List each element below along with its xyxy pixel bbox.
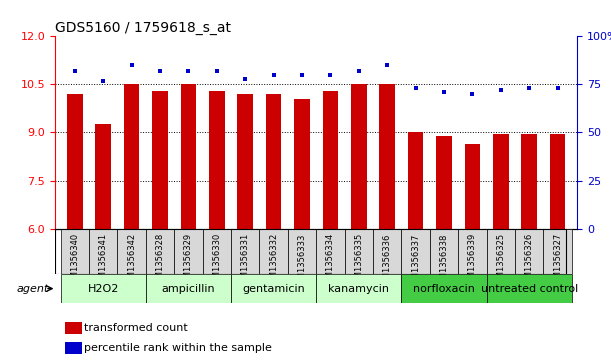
- Point: [354, 68, 364, 74]
- Bar: [146, 274, 231, 303]
- Text: GSM1356337: GSM1356337: [411, 233, 420, 290]
- Text: GSM1356328: GSM1356328: [156, 233, 164, 289]
- Bar: [294, 99, 310, 229]
- Bar: [436, 136, 452, 229]
- Bar: [65, 322, 82, 334]
- Text: GSM1356326: GSM1356326: [525, 233, 533, 289]
- Bar: [373, 229, 401, 274]
- Bar: [231, 274, 316, 303]
- Point: [496, 87, 506, 93]
- Point: [240, 76, 250, 82]
- Text: percentile rank within the sample: percentile rank within the sample: [84, 343, 272, 353]
- Bar: [266, 94, 282, 229]
- Point: [212, 68, 222, 74]
- Bar: [323, 91, 338, 229]
- Text: GSM1356336: GSM1356336: [382, 233, 392, 290]
- Bar: [60, 274, 146, 303]
- Bar: [408, 132, 423, 229]
- Text: GDS5160 / 1759618_s_at: GDS5160 / 1759618_s_at: [55, 21, 231, 35]
- Bar: [209, 91, 225, 229]
- Text: GSM1356327: GSM1356327: [553, 233, 562, 289]
- Point: [155, 68, 165, 74]
- Bar: [152, 91, 168, 229]
- Bar: [345, 229, 373, 274]
- Text: agent: agent: [16, 284, 48, 294]
- Bar: [231, 229, 260, 274]
- Bar: [458, 229, 486, 274]
- Text: GSM1356325: GSM1356325: [496, 233, 505, 289]
- Point: [382, 62, 392, 68]
- Bar: [65, 342, 82, 354]
- Bar: [401, 229, 430, 274]
- Text: untreated control: untreated control: [480, 284, 578, 294]
- Text: GSM1356330: GSM1356330: [212, 233, 221, 289]
- Bar: [60, 229, 89, 274]
- Bar: [260, 229, 288, 274]
- Text: GSM1356329: GSM1356329: [184, 233, 193, 289]
- Text: GSM1356332: GSM1356332: [269, 233, 278, 289]
- Point: [70, 68, 80, 74]
- Point: [126, 62, 136, 68]
- Bar: [401, 274, 486, 303]
- Point: [183, 68, 193, 74]
- Bar: [316, 274, 401, 303]
- Point: [524, 85, 534, 91]
- Point: [467, 91, 477, 97]
- Point: [552, 85, 562, 91]
- Bar: [89, 229, 117, 274]
- Text: GSM1356338: GSM1356338: [439, 233, 448, 290]
- Text: GSM1356341: GSM1356341: [99, 233, 108, 289]
- Text: GSM1356335: GSM1356335: [354, 233, 364, 289]
- Point: [297, 72, 307, 78]
- Point: [269, 72, 279, 78]
- Point: [326, 72, 335, 78]
- Bar: [95, 125, 111, 229]
- Bar: [146, 229, 174, 274]
- Text: GSM1356339: GSM1356339: [468, 233, 477, 289]
- Bar: [430, 229, 458, 274]
- Bar: [464, 144, 480, 229]
- Bar: [550, 134, 565, 229]
- Text: gentamicin: gentamicin: [242, 284, 305, 294]
- Bar: [203, 229, 231, 274]
- Text: GSM1356331: GSM1356331: [241, 233, 250, 289]
- Bar: [174, 229, 203, 274]
- Text: GSM1356340: GSM1356340: [70, 233, 79, 289]
- Point: [411, 85, 420, 91]
- Text: GSM1356342: GSM1356342: [127, 233, 136, 289]
- Bar: [117, 229, 146, 274]
- Point: [98, 78, 108, 83]
- Text: kanamycin: kanamycin: [328, 284, 389, 294]
- Bar: [515, 229, 543, 274]
- Bar: [124, 85, 139, 229]
- Bar: [238, 94, 253, 229]
- Text: norfloxacin: norfloxacin: [413, 284, 475, 294]
- Bar: [67, 94, 82, 229]
- Text: H2O2: H2O2: [87, 284, 119, 294]
- Text: GSM1356333: GSM1356333: [298, 233, 307, 290]
- Bar: [543, 229, 572, 274]
- Bar: [351, 85, 367, 229]
- Bar: [521, 134, 537, 229]
- Bar: [316, 229, 345, 274]
- Bar: [493, 134, 508, 229]
- Text: GSM1356334: GSM1356334: [326, 233, 335, 289]
- Bar: [181, 85, 196, 229]
- Bar: [379, 85, 395, 229]
- Point: [439, 89, 449, 95]
- Bar: [288, 229, 316, 274]
- Text: transformed count: transformed count: [84, 323, 188, 333]
- Text: ampicillin: ampicillin: [162, 284, 215, 294]
- Bar: [486, 274, 572, 303]
- Bar: [486, 229, 515, 274]
